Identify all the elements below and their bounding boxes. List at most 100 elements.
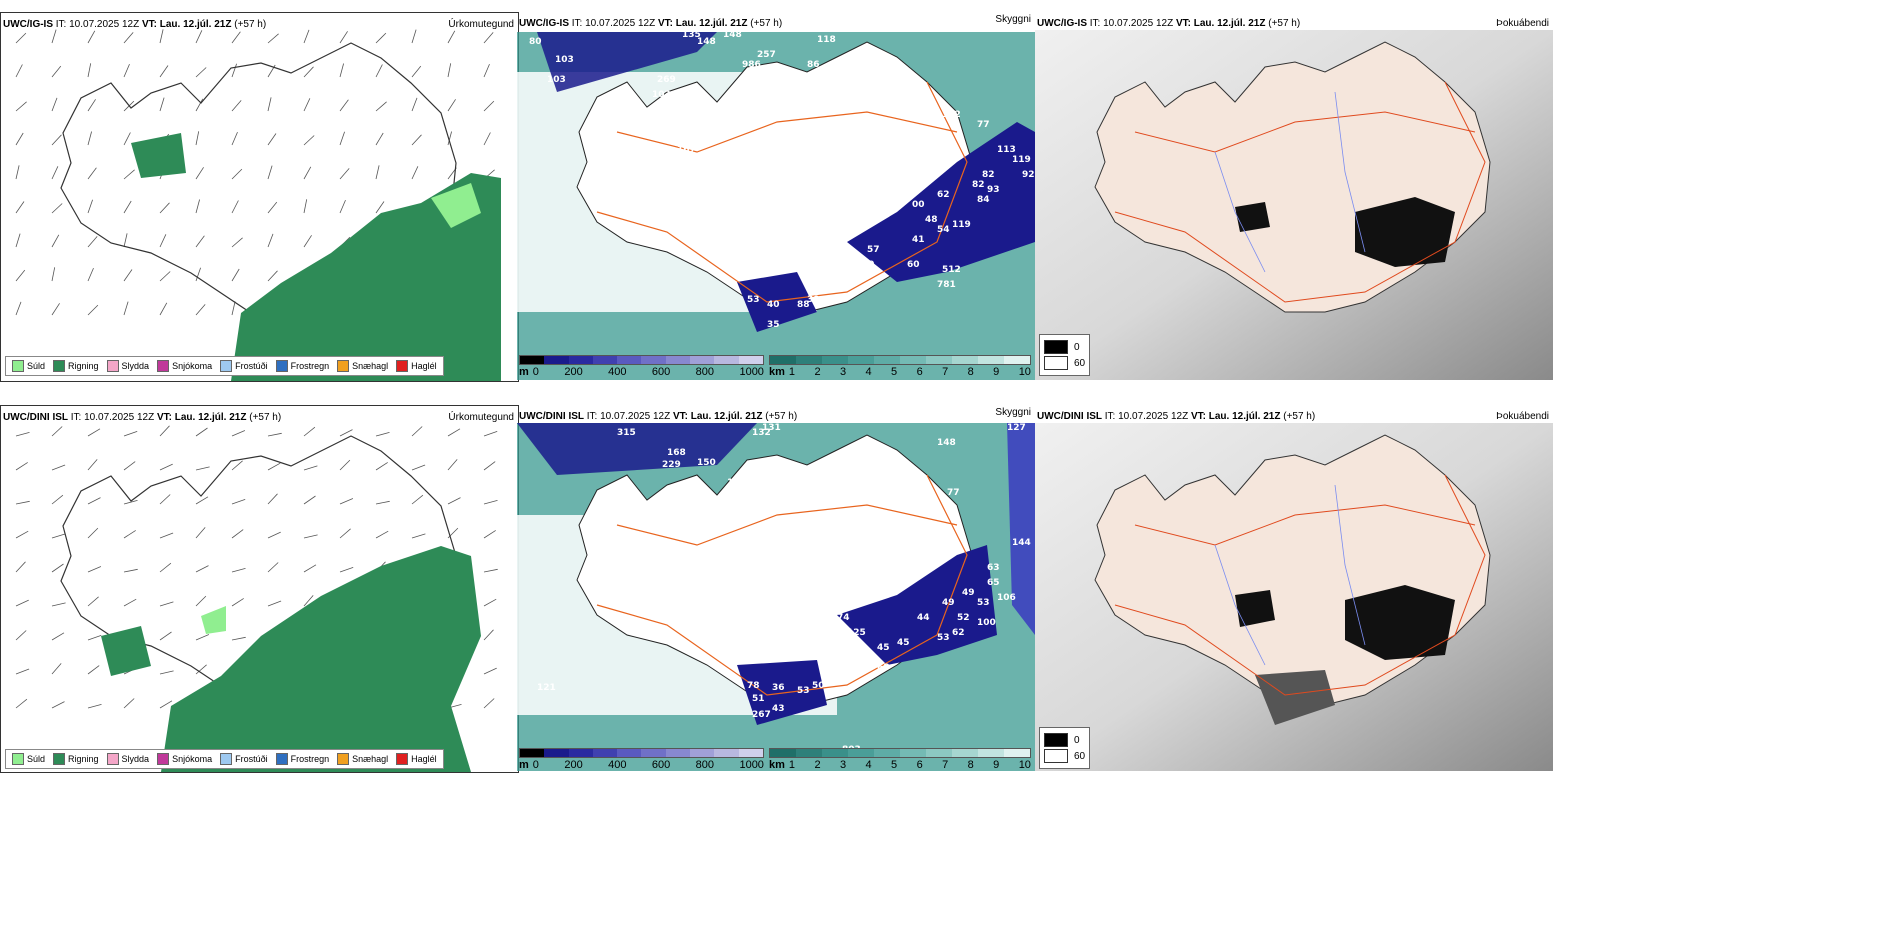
cloud-base-value: 74: [837, 613, 850, 623]
precip-legend-label: Súld: [27, 361, 46, 371]
wind-barb: [267, 432, 282, 437]
cloud-base-value: 87: [805, 73, 818, 83]
wind-barb: [447, 131, 452, 146]
visibility-tick: 4: [865, 366, 872, 378]
wind-barb: [483, 100, 495, 112]
model-name: UWC/IG-IS: [519, 18, 569, 29]
visibility-tick: 10: [1018, 759, 1031, 771]
wind-barb: [159, 302, 168, 316]
precip-legend-swatch: [106, 753, 119, 765]
wind-barb: [303, 426, 316, 437]
model-name: UWC/DINI ISL: [1037, 411, 1102, 422]
wind-barb: [15, 201, 25, 214]
wind-barb: [447, 30, 456, 44]
wind-barb: [231, 100, 242, 112]
wind-barb: [339, 199, 346, 214]
cloud-base-value: 257: [757, 50, 776, 60]
cloud-base-value: 49: [962, 588, 975, 598]
visibility-tick: 4: [865, 759, 872, 771]
cloud-base-value: 53: [797, 686, 810, 696]
low-cloud-area: [837, 545, 997, 665]
cloud-base-value: 53: [747, 295, 760, 305]
wind-barb: [411, 494, 424, 505]
cloud-base-value: 106: [997, 593, 1016, 603]
valid-time: Lau. 12.júl. 21Z: [1208, 411, 1281, 422]
cloud-base-value: 78: [747, 681, 760, 691]
visibility-tick: 8: [967, 759, 974, 771]
cloud-base-value: 35: [767, 320, 780, 330]
wind-barb: [483, 667, 497, 675]
panel-title: UWC/IG-IS IT: 10.07.2025 12Z VT: Lau. 12…: [519, 18, 782, 29]
height-tick: 400: [608, 366, 627, 378]
wind-barb: [231, 598, 244, 607]
precip-legend-swatch: [275, 753, 288, 765]
run-label: IT:: [55, 19, 67, 30]
cloud-base-value: 36: [772, 683, 785, 693]
visibility-tick: 1: [788, 366, 796, 378]
cloud-base-value: 93: [987, 185, 1000, 195]
wind-barb: [15, 432, 30, 437]
wind-barb: [159, 562, 172, 573]
wind-barb: [123, 63, 130, 78]
precip-legend-label: Snjókoma: [172, 361, 213, 371]
wind-barb: [483, 461, 496, 471]
wind-barb: [195, 199, 200, 214]
wind-barb: [447, 63, 452, 78]
wind-barb: [15, 500, 30, 505]
height-unit: m: [519, 759, 529, 771]
visibility-ticks: 1 2 3 4 5 6 7 8 9 10: [789, 366, 1031, 378]
cloud-base-value: 53: [977, 598, 990, 608]
wind-barb: [123, 32, 134, 44]
wind-barb: [447, 459, 458, 471]
height-scale-bar: [519, 355, 764, 365]
wind-barb: [267, 600, 282, 607]
wind-barb: [123, 233, 128, 248]
cloud-base-value: 512: [942, 265, 961, 275]
wind-barb: [51, 533, 66, 539]
cloud-base-value: 135: [682, 30, 701, 40]
wind-barb: [51, 267, 56, 282]
wind-barb: [375, 32, 387, 44]
precip-legend-swatch: [220, 360, 233, 372]
cloud-base-value: 60: [907, 260, 920, 270]
wind-barb: [303, 98, 311, 112]
panel-type-title: Úrkomutegund: [448, 412, 514, 423]
low-cloud-area-south: [737, 660, 827, 725]
precip-legend: Súld Rigning Slydda Snjókoma Frostúði Frostre…: [5, 749, 444, 769]
wind-barb: [411, 426, 423, 437]
height-tick: 1000: [739, 759, 764, 771]
cloud-base-value: 267: [752, 710, 771, 720]
wind-barb: [267, 270, 278, 282]
wind-barb: [483, 629, 494, 641]
precip-legend-swatch: [337, 753, 350, 765]
height-scale-bar: [519, 748, 764, 758]
cloud-base-value: 43: [772, 704, 785, 714]
wind-barb: [51, 234, 60, 248]
wind-barb: [51, 29, 57, 44]
cloud-base-value: 80: [529, 37, 542, 47]
low-cloud-area-north: [517, 423, 757, 475]
cloud-base-value: 148: [697, 37, 716, 47]
wind-barb: [339, 131, 345, 146]
height-tick: 800: [695, 366, 715, 378]
precip-legend-label: Haglél: [411, 361, 437, 371]
precip-legend-item: Haglél: [396, 360, 437, 372]
visibility-tick: 9: [993, 366, 1000, 378]
cloud-base-value: 45: [897, 638, 910, 648]
precip-legend-swatch: [396, 753, 409, 765]
visibility-scale-bar: [769, 748, 1031, 758]
cloud-base-panel-row2: 315 132 131 168 229 150 127 182 148 127 77 144 106 10…: [517, 405, 1035, 771]
wind-barb: [411, 134, 422, 146]
wind-barb: [51, 464, 66, 471]
wind-barb: [15, 630, 27, 641]
wind-barb: [195, 235, 205, 248]
run-time: 10.07.2025 12Z: [585, 18, 656, 29]
wind-barb: [195, 466, 210, 471]
wind-barb: [303, 235, 312, 248]
cloud-base-value: 88: [797, 300, 810, 310]
fog-black-area: [1345, 585, 1455, 660]
run-label: IT:: [1089, 18, 1101, 29]
wind-barb: [339, 429, 353, 437]
wind-barb: [159, 700, 173, 709]
